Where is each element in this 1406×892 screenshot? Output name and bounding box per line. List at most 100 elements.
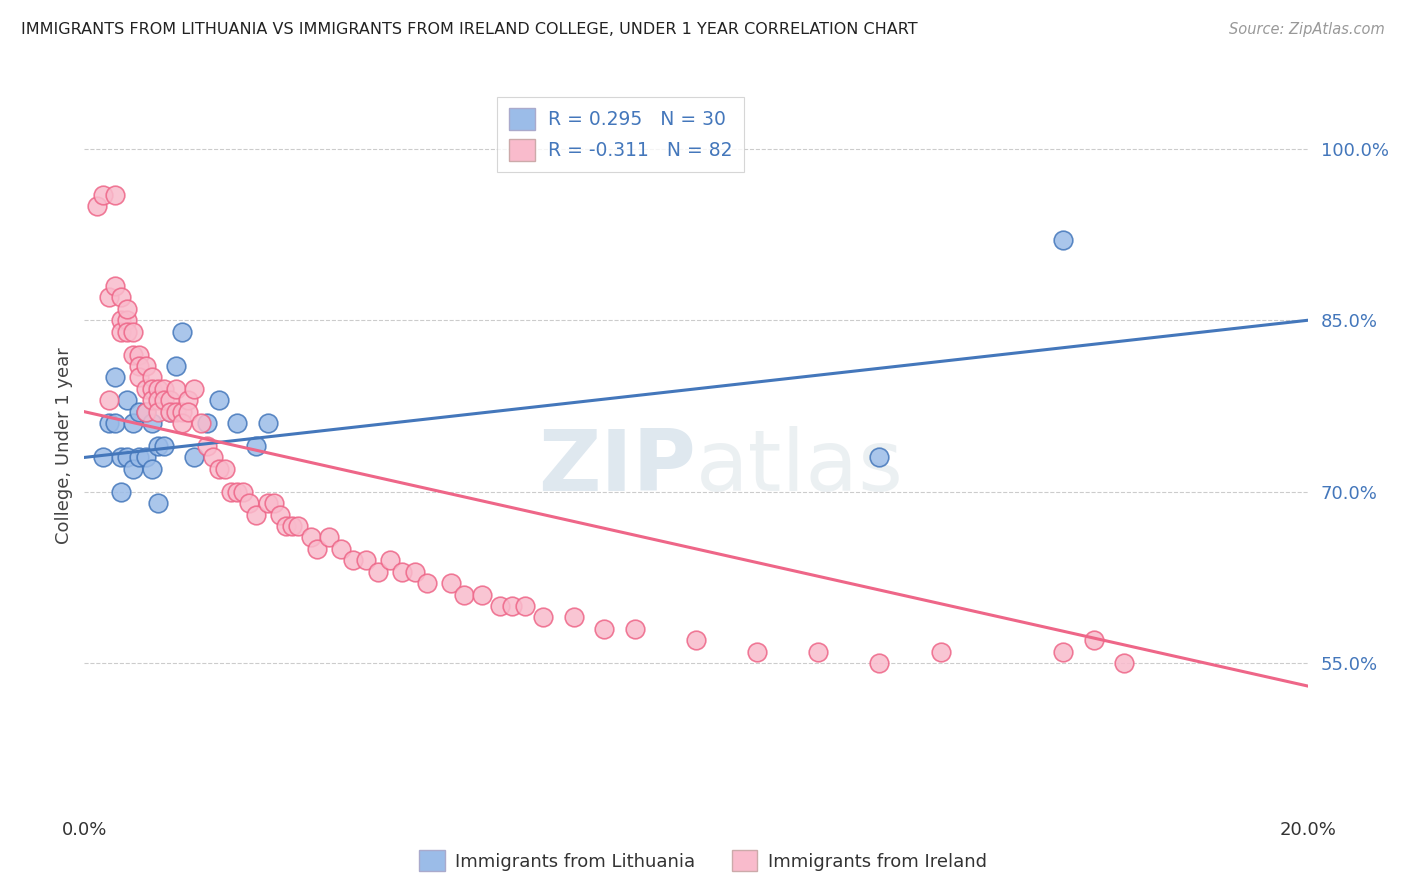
Point	[122, 348, 145, 362]
Point	[367, 565, 389, 579]
Point	[263, 496, 285, 510]
Point	[115, 393, 138, 408]
Point	[128, 359, 150, 373]
Point	[177, 393, 200, 408]
Point	[1114, 656, 1136, 670]
Point	[146, 405, 169, 419]
Point	[305, 541, 328, 556]
Point	[110, 290, 132, 304]
Point	[929, 645, 952, 659]
Point	[869, 450, 891, 465]
Point	[208, 393, 231, 408]
Point	[1083, 633, 1105, 648]
Point	[135, 382, 157, 396]
Point	[141, 462, 163, 476]
Point	[214, 462, 236, 476]
Point	[122, 416, 145, 430]
Point	[153, 439, 176, 453]
Point	[146, 382, 169, 396]
Text: Source: ZipAtlas.com: Source: ZipAtlas.com	[1229, 22, 1385, 37]
Point	[1052, 645, 1074, 659]
Point	[122, 325, 145, 339]
Point	[226, 484, 249, 499]
Point	[502, 599, 524, 613]
Point	[404, 565, 426, 579]
Point	[97, 290, 120, 304]
Point	[86, 199, 108, 213]
Point	[593, 622, 616, 636]
Point	[489, 599, 512, 613]
Point	[115, 325, 138, 339]
Point	[104, 416, 127, 430]
Point	[513, 599, 536, 613]
Point	[115, 301, 138, 316]
Point	[276, 519, 298, 533]
Point	[97, 393, 120, 408]
Point	[201, 450, 224, 465]
Point	[257, 496, 280, 510]
Point	[110, 484, 132, 499]
Point	[226, 416, 249, 430]
Point	[380, 553, 402, 567]
Point	[135, 405, 157, 419]
Point	[190, 416, 212, 430]
Point	[141, 393, 163, 408]
Text: ZIP: ZIP	[538, 426, 696, 509]
Text: IMMIGRANTS FROM LITHUANIA VS IMMIGRANTS FROM IRELAND COLLEGE, UNDER 1 YEAR CORRE: IMMIGRANTS FROM LITHUANIA VS IMMIGRANTS …	[21, 22, 918, 37]
Point	[128, 450, 150, 465]
Point	[685, 633, 707, 648]
Point	[354, 553, 377, 567]
Point	[1052, 233, 1074, 247]
Point	[91, 450, 114, 465]
Point	[159, 405, 181, 419]
Point	[172, 325, 194, 339]
Point	[183, 382, 205, 396]
Point	[146, 439, 169, 453]
Point	[747, 645, 769, 659]
Point	[146, 496, 169, 510]
Point	[159, 393, 181, 408]
Point	[183, 450, 205, 465]
Point	[141, 370, 163, 384]
Point	[245, 439, 267, 453]
Point	[453, 588, 475, 602]
Point	[416, 576, 439, 591]
Point	[562, 610, 585, 624]
Point	[159, 405, 181, 419]
Point	[287, 519, 309, 533]
Point	[165, 382, 187, 396]
Point	[391, 565, 413, 579]
Text: atlas: atlas	[696, 426, 904, 509]
Point	[115, 313, 138, 327]
Point	[219, 484, 242, 499]
Point	[172, 416, 194, 430]
Y-axis label: College, Under 1 year: College, Under 1 year	[55, 348, 73, 544]
Point	[135, 450, 157, 465]
Point	[318, 530, 340, 544]
Point	[172, 405, 194, 419]
Point	[281, 519, 304, 533]
Point	[177, 405, 200, 419]
Point	[128, 405, 150, 419]
Point	[104, 279, 127, 293]
Legend: R = 0.295   N = 30, R = -0.311   N = 82: R = 0.295 N = 30, R = -0.311 N = 82	[498, 97, 744, 172]
Point	[128, 370, 150, 384]
Point	[195, 416, 218, 430]
Point	[232, 484, 254, 499]
Point	[110, 313, 132, 327]
Point	[257, 416, 280, 430]
Legend: Immigrants from Lithuania, Immigrants from Ireland: Immigrants from Lithuania, Immigrants fr…	[412, 843, 994, 879]
Point	[165, 359, 187, 373]
Point	[869, 656, 891, 670]
Point	[104, 187, 127, 202]
Point	[135, 359, 157, 373]
Point	[110, 325, 132, 339]
Point	[440, 576, 463, 591]
Point	[135, 405, 157, 419]
Point	[471, 588, 494, 602]
Point	[531, 610, 554, 624]
Point	[165, 405, 187, 419]
Point	[208, 462, 231, 476]
Point	[299, 530, 322, 544]
Point	[195, 439, 218, 453]
